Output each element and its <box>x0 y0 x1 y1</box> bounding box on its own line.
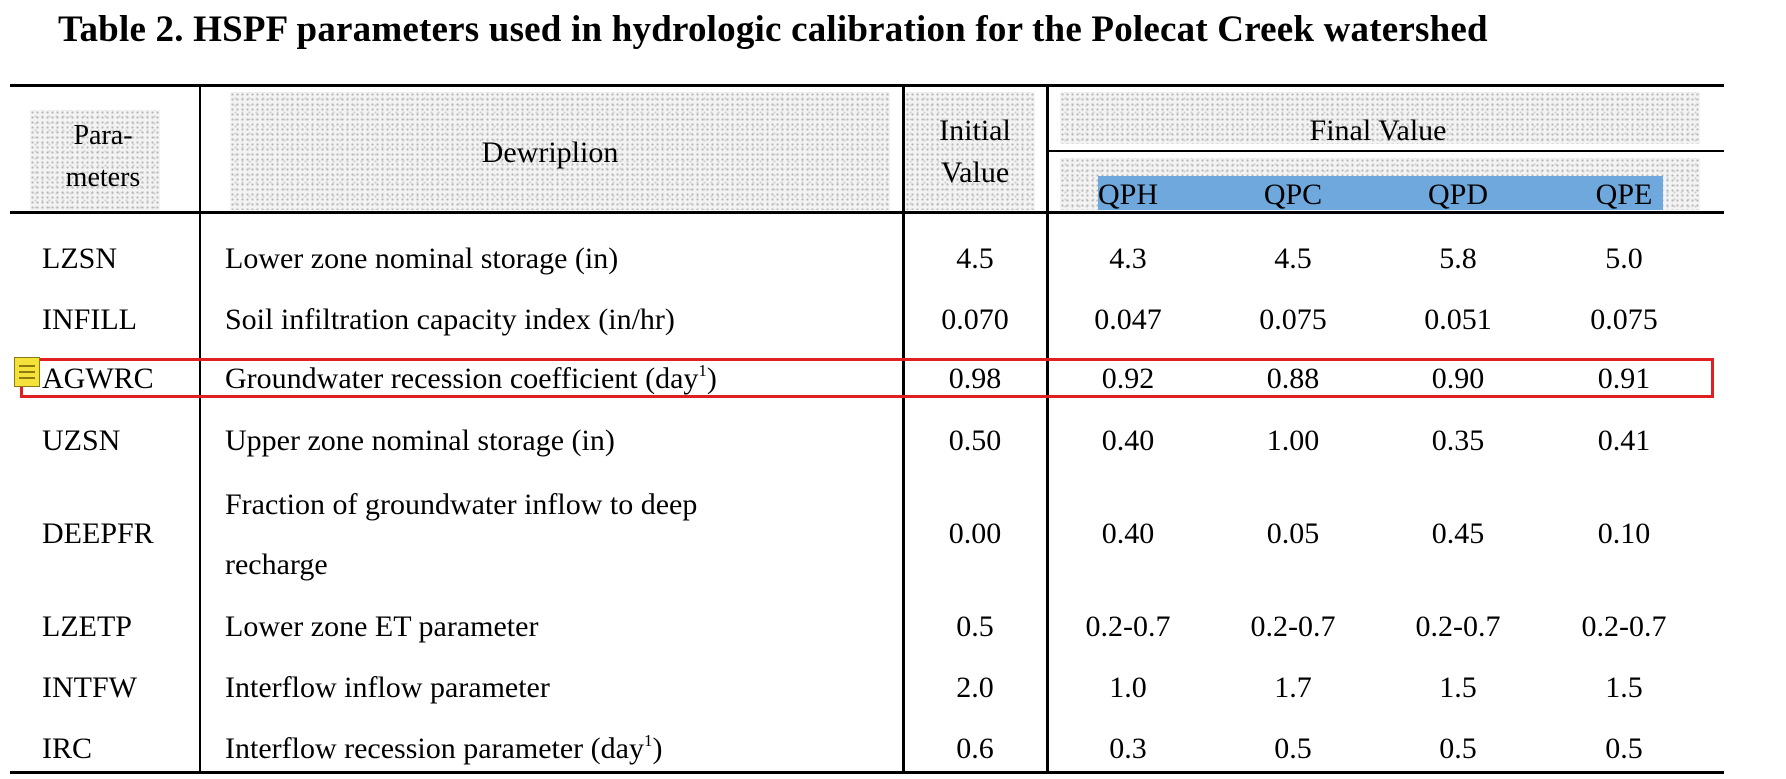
final-value: 0.40 <box>1101 424 1155 457</box>
final-value: 0.40 <box>1101 517 1155 550</box>
final-value: 0.3 <box>1109 732 1147 765</box>
final-value: 0.5 <box>1439 732 1477 765</box>
header-shade-description <box>230 92 890 210</box>
param-name: UZSN <box>42 424 121 457</box>
final-value: 1.0 <box>1109 671 1147 704</box>
param-name: DEEPFR <box>42 517 154 550</box>
header-description: Dewriplion <box>481 136 619 169</box>
header-scenario: QPE <box>1595 178 1653 211</box>
scenario-header-highlight <box>1098 176 1663 210</box>
final-value: 0.41 <box>1597 424 1651 457</box>
final-value-rule <box>1046 150 1724 152</box>
initial-value: 2.0 <box>956 671 994 704</box>
final-value: 0.10 <box>1597 517 1651 550</box>
initial-value: 0.00 <box>948 517 1002 550</box>
final-value: 0.075 <box>1259 303 1327 336</box>
final-value: 0.05 <box>1266 517 1320 550</box>
final-value: 4.3 <box>1109 242 1147 275</box>
col-divider-params <box>199 86 201 772</box>
final-value: 1.00 <box>1266 424 1320 457</box>
param-name: INTFW <box>42 671 137 704</box>
header-shade-final <box>1060 92 1700 144</box>
final-value: 0.45 <box>1431 517 1485 550</box>
initial-value: 0.6 <box>956 732 994 765</box>
param-description: Groundwater recession coefficient (day1) <box>225 361 717 395</box>
final-value: 5.8 <box>1439 242 1477 275</box>
final-value: 1.5 <box>1605 671 1643 704</box>
param-name: INFILL <box>42 303 137 336</box>
header-parameters: Para- meters <box>65 120 141 193</box>
initial-value: 0.50 <box>948 424 1002 457</box>
initial-value: 0.98 <box>948 362 1002 395</box>
header-scenario: QPD <box>1427 178 1489 211</box>
header-shade-params <box>30 110 160 210</box>
header-scenario: QPC <box>1263 178 1323 211</box>
final-value: 0.2-0.7 <box>1085 610 1171 643</box>
param-name: IRC <box>42 732 93 765</box>
header-final-value: Final Value <box>1309 114 1447 147</box>
top-rule <box>10 84 1724 87</box>
initial-value: 4.5 <box>956 242 994 275</box>
param-description: Soil infiltration capacity index (in/hr) <box>225 303 675 336</box>
param-description: Lower zone nominal storage (in) <box>225 242 619 275</box>
param-description: Interflow recession parameter (day1) <box>225 731 663 765</box>
final-value: 0.051 <box>1424 303 1492 336</box>
param-description: Interflow inflow parameter <box>225 671 550 704</box>
param-name: AGWRC <box>42 362 154 395</box>
col-divider-initial <box>1046 86 1049 772</box>
final-value: 0.5 <box>1605 732 1643 765</box>
final-value: 1.7 <box>1274 671 1312 704</box>
final-value: 5.0 <box>1605 242 1643 275</box>
final-value: 4.5 <box>1274 242 1312 275</box>
final-value: 0.35 <box>1431 424 1485 457</box>
bottom-rule <box>10 771 1724 774</box>
final-value: 0.2-0.7 <box>1250 610 1336 643</box>
final-value: 0.90 <box>1431 362 1485 395</box>
final-value: 1.5 <box>1439 671 1477 704</box>
col-divider-description <box>902 86 905 772</box>
table-title: Table 2. HSPF parameters used in hydrolo… <box>58 9 1488 50</box>
header-bottom-rule <box>10 211 1724 214</box>
param-description: Fraction of groundwater inflow to deep <box>225 488 698 521</box>
header-scenario: QPH <box>1097 178 1159 211</box>
param-name: LZSN <box>42 242 117 275</box>
final-value: 0.075 <box>1590 303 1658 336</box>
param-name: LZETP <box>42 610 132 643</box>
final-value: 0.92 <box>1101 362 1155 395</box>
initial-value: 0.070 <box>941 303 1009 336</box>
sticky-note-icon[interactable] <box>14 357 40 387</box>
final-value: 0.2-0.7 <box>1581 610 1667 643</box>
header-initial-value: Initial Value <box>939 114 1011 189</box>
param-description: Upper zone nominal storage (in) <box>225 424 615 457</box>
final-value: 0.88 <box>1266 362 1320 395</box>
final-value: 0.2-0.7 <box>1415 610 1501 643</box>
param-description: Lower zone ET parameter <box>225 610 539 643</box>
initial-value: 0.5 <box>956 610 994 643</box>
final-value: 0.047 <box>1094 303 1162 336</box>
header-shade-initial <box>905 92 1035 210</box>
param-description: recharge <box>225 548 328 581</box>
final-value: 0.91 <box>1597 362 1651 395</box>
final-value: 0.5 <box>1274 732 1312 765</box>
